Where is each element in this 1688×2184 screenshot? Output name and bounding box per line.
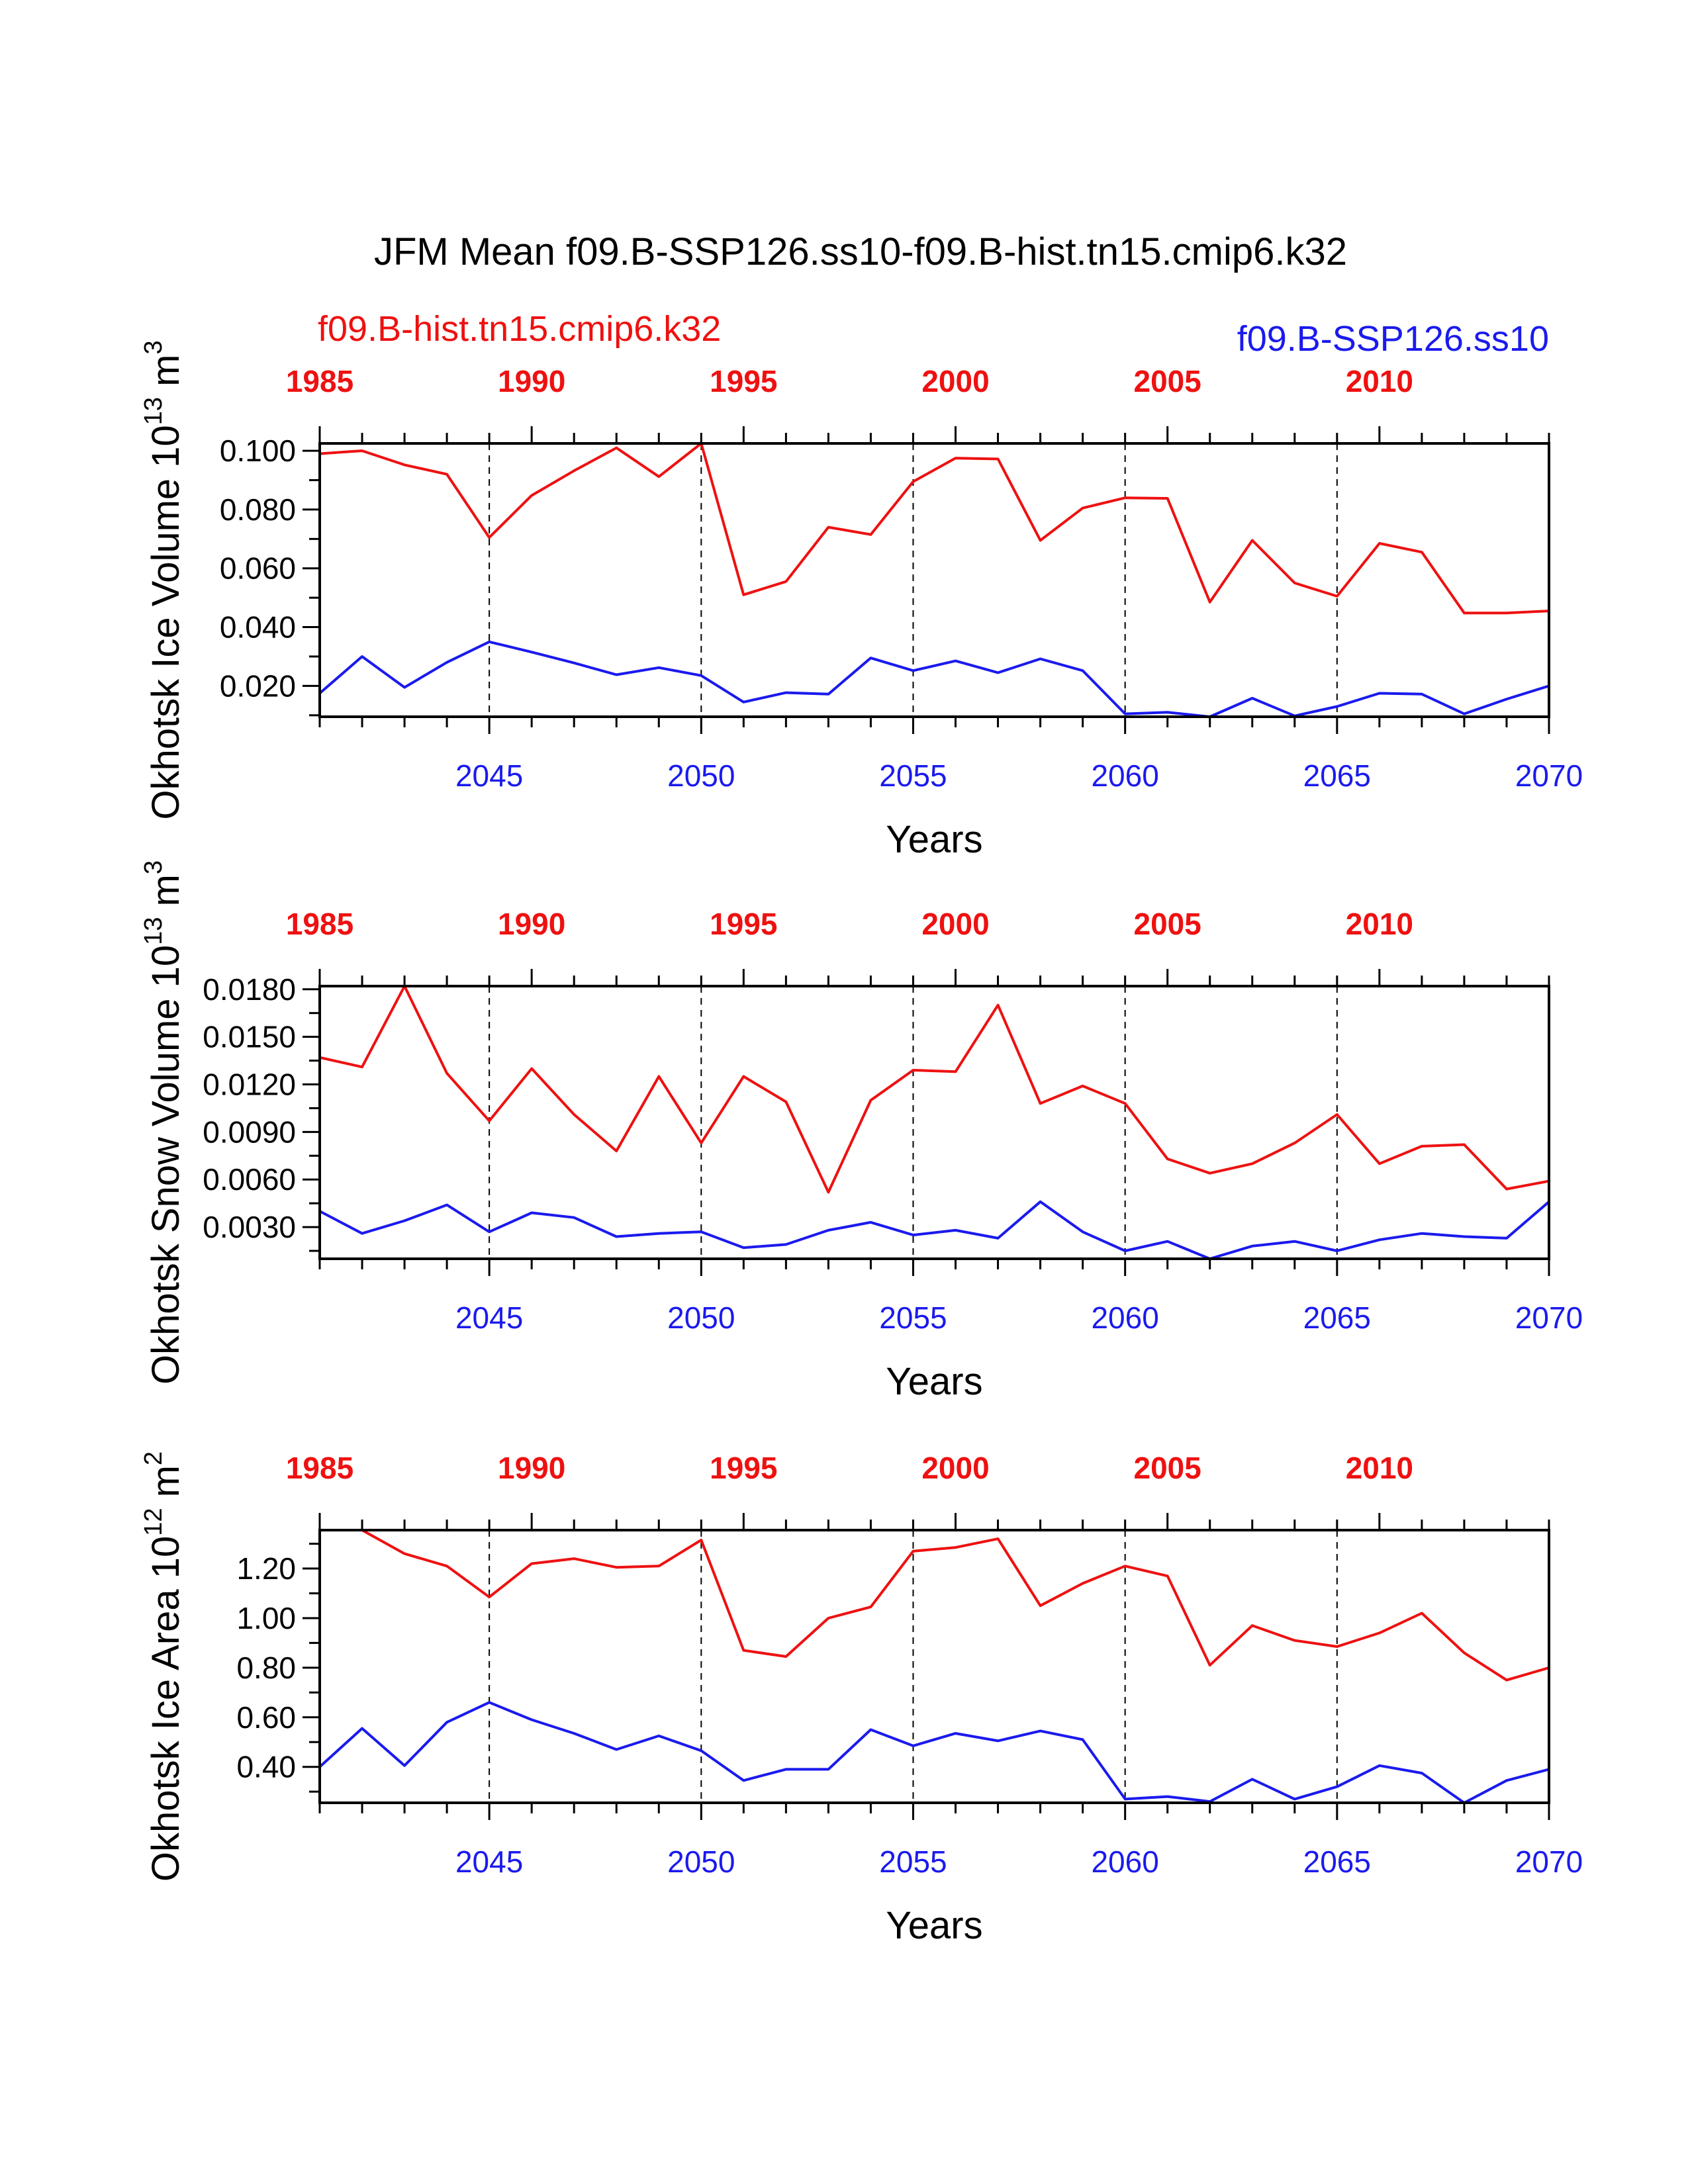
bottom-tick-label: 2055 [879, 758, 947, 793]
top-tick-label: 1985 [286, 907, 353, 941]
y-axis-label-unit: m [144, 874, 187, 917]
top-tick-label: 1995 [710, 1451, 777, 1485]
y-axis-label: Okhotsk Snow Volume 1013 m3 [140, 860, 187, 1385]
y-tick-label: 0.40 [236, 1750, 296, 1784]
y-axis-label-exp: 13 [140, 397, 167, 425]
top-tick-label: 2010 [1346, 907, 1413, 941]
top-tick-label: 2010 [1346, 364, 1413, 398]
x-axis-label: Years [886, 1904, 982, 1947]
y-axis-label-exp: 13 [140, 917, 167, 945]
series-line-ssp [320, 640, 1549, 718]
y-tick-label: 0.0030 [203, 1210, 296, 1244]
top-tick-label: 1990 [498, 1451, 565, 1485]
y-tick-label: 1.00 [236, 1601, 296, 1635]
y-tick-label: 0.020 [220, 668, 296, 703]
y-tick-label: 0.080 [220, 492, 296, 527]
top-tick-label: 1990 [498, 907, 565, 941]
panel-3: 2045 2050 2055 2060 2065 2070 1985 1990 1995 2000… [140, 1451, 1583, 1947]
y-tick-label: 0.0060 [203, 1162, 296, 1197]
y-tick-label: 0.060 [220, 551, 296, 586]
top-tick-label: 2005 [1134, 907, 1201, 941]
bottom-tick-label: 2060 [1091, 1844, 1158, 1879]
bottom-tick-label: 2060 [1091, 758, 1158, 793]
chart-title: JFM Mean f09.B-SSP126.ss10-f09.B-hist.tn… [374, 230, 1347, 273]
bottom-tick-label: 2060 [1091, 1300, 1158, 1335]
y-axis-label-unit-exp: 3 [140, 340, 167, 354]
plot-frame [318, 1529, 1550, 1804]
y-tick-label: 0.0120 [203, 1068, 296, 1102]
y-axis-label-unit-exp: 2 [140, 1451, 167, 1465]
panels: 2045 2050 2055 2060 2065 2070 1985 1990 1995 2000… [140, 340, 1583, 1947]
bottom-tick-label: 2070 [1515, 758, 1583, 793]
y-tick-label: 1.20 [236, 1551, 296, 1586]
bottom-tick-label: 2065 [1303, 1844, 1371, 1879]
top-tick-label: 2010 [1346, 1451, 1413, 1485]
y-tick-label: 0.80 [236, 1651, 296, 1685]
top-tick-label: 2000 [921, 364, 989, 398]
bottom-tick-label: 2065 [1303, 758, 1371, 793]
legend-hist-label: f09.B-hist.tn15.cmip6.k32 [318, 309, 721, 349]
bottom-tick-label: 2070 [1515, 1844, 1583, 1879]
series-line-hist [361, 1529, 1549, 1682]
top-tick-label: 2000 [921, 1451, 989, 1485]
bottom-tick-label: 2070 [1515, 1300, 1583, 1335]
panel-2: 2045 2050 2055 2060 2065 2070 1985 1990 1995 2000… [140, 860, 1583, 1403]
top-tick-label: 1990 [498, 364, 565, 398]
bottom-tick-label: 2045 [455, 758, 523, 793]
y-tick-label: 0.0090 [203, 1115, 296, 1149]
top-tick-label: 1985 [286, 364, 353, 398]
panel-1: 2045 2050 2055 2060 2065 2070 1985 1990 1995 2000… [140, 340, 1583, 861]
y-axis-label-unit: m [144, 1465, 187, 1508]
y-axis-label: Okhotsk Ice Volume 1013 m3 [140, 340, 187, 819]
top-tick-label: 1995 [710, 364, 777, 398]
x-axis-label: Years [886, 1360, 982, 1403]
top-tick-label: 1985 [286, 1451, 353, 1485]
y-axis-label-unit: m [144, 354, 187, 396]
x-axis-label: Years [886, 818, 982, 861]
bottom-tick-label: 2050 [667, 1300, 735, 1335]
plot-frame [318, 442, 1550, 718]
y-tick-label: 0.100 [220, 433, 296, 468]
bottom-tick-label: 2045 [455, 1844, 523, 1879]
series-line-ssp [320, 1701, 1549, 1804]
y-tick-label: 0.0150 [203, 1020, 296, 1054]
legend-ssp-label: f09.B-SSP126.ss10 [1237, 319, 1549, 359]
y-axis-label-main: Okhotsk Snow Volume 10 [144, 945, 187, 1385]
y-axis-label-unit-exp: 3 [140, 860, 167, 874]
series-line-ssp [320, 1200, 1549, 1260]
y-tick-label: 0.60 [236, 1700, 296, 1735]
y-tick-label: 0.040 [220, 610, 296, 645]
bottom-tick-label: 2055 [879, 1300, 947, 1335]
bottom-tick-label: 2065 [1303, 1300, 1371, 1335]
top-tick-label: 2005 [1134, 1451, 1201, 1485]
bottom-tick-label: 2050 [667, 758, 735, 793]
bottom-tick-label: 2045 [455, 1300, 523, 1335]
bottom-tick-label: 2055 [879, 1844, 947, 1879]
series-line-hist [320, 442, 1549, 615]
y-tick-label: 0.0180 [203, 972, 296, 1007]
top-tick-label: 1995 [710, 907, 777, 941]
plot-frame [318, 985, 1550, 1260]
top-tick-label: 2005 [1134, 364, 1201, 398]
y-axis-label-exp: 12 [140, 1508, 167, 1536]
y-axis-label: Okhotsk Ice Area 1012 m2 [140, 1451, 187, 1882]
bottom-tick-label: 2050 [667, 1844, 735, 1879]
y-axis-label-main: Okhotsk Ice Area 10 [144, 1536, 187, 1882]
top-tick-label: 2000 [921, 907, 989, 941]
series-line-hist [320, 985, 1549, 1194]
y-axis-label-main: Okhotsk Ice Volume 10 [144, 425, 187, 819]
